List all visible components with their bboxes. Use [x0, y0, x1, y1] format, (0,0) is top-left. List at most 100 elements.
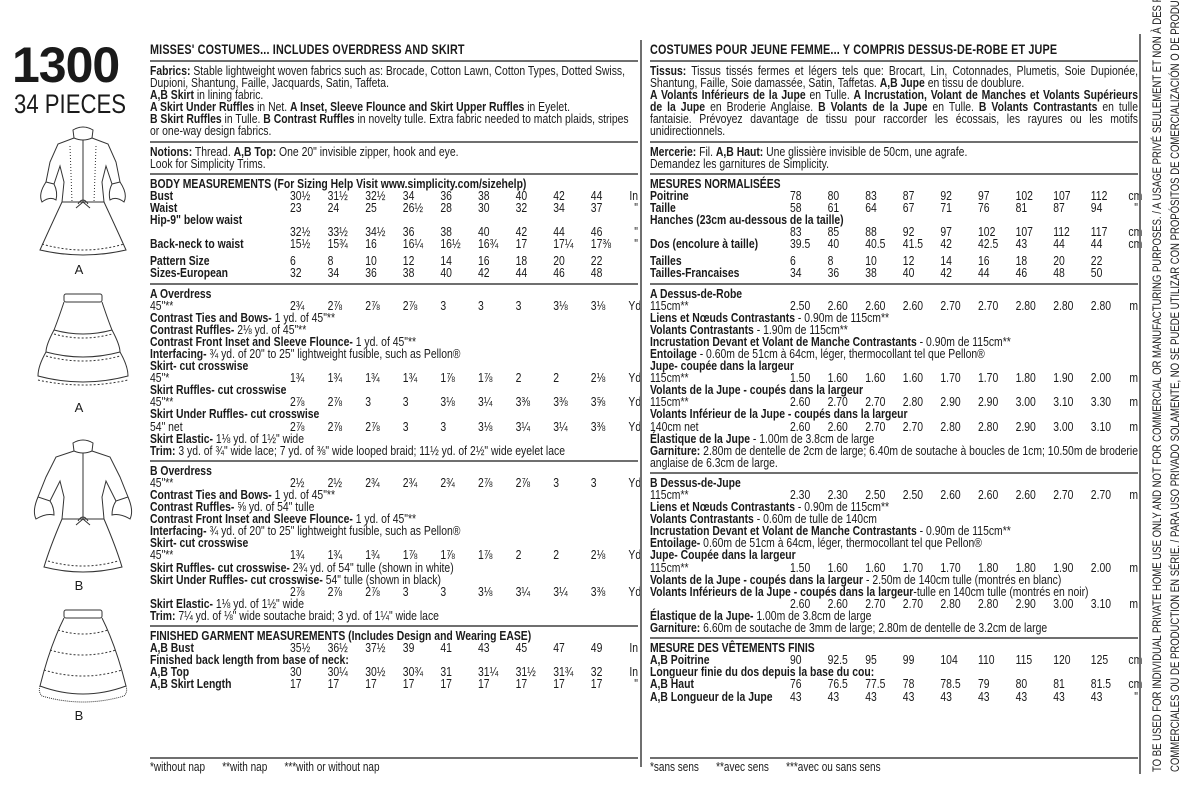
- size-value: 112: [1090, 187, 1108, 203]
- size-value: 1⅞: [478, 370, 493, 386]
- size-value: 30½: [290, 187, 311, 203]
- size-value: 78.5: [940, 676, 961, 692]
- footnote: *sans sens: [650, 760, 699, 774]
- unit-label: ": [634, 236, 638, 252]
- size-value: 2⅞: [327, 394, 343, 410]
- size-value: 3¼: [478, 394, 493, 410]
- subheading: Volants Inférieur de la Jupe - coupés da…: [650, 406, 908, 422]
- section-divider: [150, 459, 638, 462]
- size-value: 42: [515, 224, 528, 240]
- size-value: 47: [553, 640, 565, 656]
- subheading: Longueur finie du dos depuis la base du …: [650, 664, 875, 680]
- size-value: 37: [590, 199, 603, 215]
- instruction-text: Contrast Ruffles- ⅝ yd. of 54" tulle: [150, 500, 638, 513]
- row-label: Back-neck to waist: [150, 236, 244, 252]
- size-value: 17: [515, 236, 528, 252]
- instruction-text: A Volants Inférieurs de la Jupe en Tulle…: [650, 87, 1138, 139]
- size-value: 2⅞: [515, 474, 531, 490]
- text-run: en Tulle.: [927, 99, 979, 115]
- size-value: 42: [940, 265, 952, 281]
- size-value: 10: [365, 253, 377, 269]
- measurement-row: Poitrine 78 80 83 87 92 97 102 107 112 cm: [650, 187, 1142, 203]
- size-value: 2¾: [365, 474, 380, 490]
- size-value: 34½: [365, 224, 386, 240]
- size-value: 43: [1015, 688, 1028, 704]
- text-run: en Tulle.: [805, 87, 854, 103]
- unit-label: ": [634, 224, 638, 240]
- row-label: Poitrine: [650, 187, 689, 203]
- size-value: 3.00: [1053, 418, 1074, 434]
- size-value: 3.00: [1053, 595, 1074, 611]
- size-value: 2.60: [1015, 487, 1036, 502]
- size-value: 17: [365, 676, 377, 692]
- instruction-text: Fabrics: Stable lightweight woven fabric…: [150, 64, 638, 89]
- section-divider: [150, 172, 638, 175]
- size-value: 2.60: [827, 418, 848, 434]
- bold-term: Contrast Front Inset and Sleeve Flounce-: [150, 511, 353, 527]
- size-value: 40: [440, 265, 452, 281]
- footnotes-french: *sans sens **avec sens ***avec ou sans s…: [650, 757, 1138, 774]
- text-run: en tulle fantaisie. Prévoyez davantage d…: [650, 99, 1138, 139]
- bold-term: A Volants Inférieurs de la Jupe: [650, 87, 806, 103]
- size-value: 44: [515, 265, 528, 281]
- size-value: 1¾: [327, 370, 343, 386]
- subheading: Volants de la Jupe - coupés dans la larg…: [650, 382, 864, 398]
- instruction-text: Look for Simplicity Trims.: [150, 157, 638, 170]
- size-value: 115: [1015, 652, 1033, 668]
- measurement-row: 115cm** 2.50 2.60 2.60 2.60 2.70 2.70 2.80 2.80 2…: [650, 297, 1138, 313]
- size-value: 107: [1053, 187, 1071, 203]
- size-value: 3¼: [553, 583, 568, 599]
- size-value: 78: [902, 676, 915, 692]
- bold-term: A Skirt Under Ruffles: [150, 99, 255, 115]
- size-value: 3: [440, 297, 447, 313]
- row-label: 115cm**: [650, 297, 689, 313]
- size-value: 34: [327, 265, 340, 281]
- size-value: 1¾: [402, 370, 418, 386]
- unit-label: [1128, 267, 1138, 279]
- unit-label: Yd: [628, 547, 642, 563]
- unit-label: [628, 267, 638, 279]
- size-value: 16: [365, 236, 377, 252]
- size-value: 3¼: [553, 418, 568, 434]
- subheading: Jupe- Coupée dans la largeur: [650, 547, 796, 563]
- size-value: 1.70: [978, 370, 999, 386]
- instruction-text: Tissus: Tissus tissés fermes et légers t…: [650, 64, 1138, 89]
- size-value: 44: [553, 224, 565, 240]
- size-value: 22: [1090, 253, 1103, 269]
- row-label: A,B Bust: [150, 640, 194, 656]
- size-value: 2.90: [1015, 418, 1036, 434]
- text-run: en Broderie Anglaise.: [705, 99, 819, 115]
- size-value: 43: [940, 688, 952, 704]
- size-value: 1.60: [902, 370, 924, 386]
- text-run: 1⅛ yd. of 1½" wide: [213, 595, 305, 611]
- size-value: 2.50: [865, 487, 886, 502]
- size-value: 30¼: [327, 664, 348, 680]
- size-value: 17: [590, 676, 603, 692]
- row-label: A,B Top: [150, 664, 190, 680]
- bold-term: Volants Inférieurs de la Jupe - coupés d…: [650, 583, 914, 599]
- row-label: A,B Haut: [650, 676, 694, 692]
- size-value: 1.90: [1053, 559, 1074, 575]
- size-value: 97: [940, 224, 952, 240]
- section-divider: [650, 471, 1138, 474]
- size-value: 42: [553, 187, 565, 203]
- row-label: A,B Longueur de la Jupe: [650, 688, 773, 704]
- size-value: 42: [940, 236, 952, 252]
- size-value: 2.60: [790, 394, 811, 410]
- english-instructions: MISSES' COSTUMES... INCLUDES OVERDRESS A…: [150, 42, 642, 692]
- section-title: MISSES' COSTUMES... INCLUDES OVERDRESS A…: [150, 42, 465, 57]
- size-value: 17: [440, 676, 452, 692]
- measurement-row: 115cm** 2.60 2.70 2.70 2.80 2.90 2.90 3.00 3.10 3…: [650, 394, 1138, 410]
- row-label: 115cm**: [650, 559, 689, 575]
- view-label: B: [74, 708, 84, 723]
- measurement-row: Waist 23 24 25 26½ 28 30 32 34 37 ": [150, 199, 638, 215]
- text-run: Une glissière invisible de 50cm, une agr…: [763, 143, 968, 159]
- size-value: 104: [940, 652, 958, 668]
- row-label: 115cm**: [650, 394, 689, 410]
- measurement-row: Sizes-European 32 34 36 38 40 42 44 46 48: [150, 265, 638, 281]
- size-value: 48: [1053, 265, 1065, 281]
- size-value: 28: [440, 199, 452, 215]
- measurement-row: 83 85 88 92 97 102 107 112 117 cm: [650, 224, 1142, 240]
- size-value: 2.80: [940, 595, 961, 611]
- size-value: 31½: [327, 187, 348, 203]
